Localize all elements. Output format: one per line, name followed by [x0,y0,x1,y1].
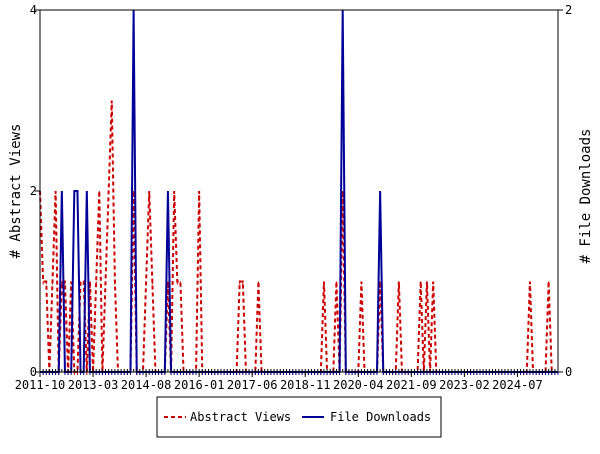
x-tick-label: 2021-09 [386,378,437,392]
series-layer [39,9,559,375]
series-line-file-downloads [40,9,558,373]
y-axis-right-title: # File Downloads [578,129,594,264]
x-tick-label: 2024-07 [492,378,543,392]
x-tick-label: 2016-01 [174,378,225,392]
x-tick-label: 2017-06 [227,378,278,392]
legend: Abstract Views File Downloads [156,396,442,438]
y-left-tick-label: 0 [30,365,37,379]
axes-layer [39,9,559,373]
ticks-layer: 2011-10 2013-03 2014-08 2016-01 2017-06 2018-… [15,3,573,392]
y-axis-left-title: # Abstract Views [8,124,24,259]
x-tick-label: 2011-10 [15,378,66,392]
y-left-tick-label: 4 [30,3,37,17]
legend-label-file-downloads: File Downloads [330,410,431,424]
x-tick-label: 2018-11 [280,378,331,392]
y-right-tick-label: 2 [565,3,572,17]
legend-label-abstract-views: Abstract Views [190,410,291,424]
y-left-tick-label: 2 [30,184,37,198]
y-right-tick-label: 0 [565,365,572,379]
x-tick-label: 2023-02 [439,378,490,392]
x-tick-label: 2014-08 [121,378,172,392]
series-line-abstract-views [39,100,558,373]
x-tick-label: 2020-04 [333,378,384,392]
legend-box [156,396,442,438]
x-tick-label: 2013-03 [68,378,119,392]
plot-frame [39,9,559,373]
